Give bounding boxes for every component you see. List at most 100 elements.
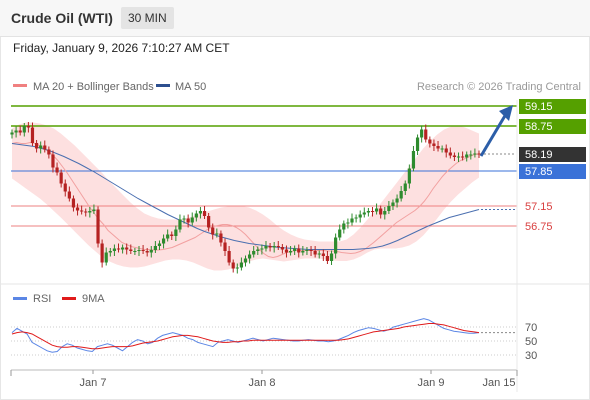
candle-body — [338, 229, 342, 238]
candle-body — [301, 251, 305, 253]
candle-body — [18, 130, 22, 133]
time-axis: Jan 7 Jan 8 Jan 9 Jan 15 — [10, 100, 518, 392]
level-label-57.85: 57.85 — [525, 166, 553, 178]
candle-body — [379, 208, 383, 215]
candle-body — [436, 146, 440, 149]
candle-body — [354, 217, 358, 219]
candle-body — [51, 154, 55, 168]
candle-body — [67, 191, 71, 199]
ma50-line — [11, 143, 480, 250]
candle-body — [411, 151, 416, 169]
level-label-58.75: 58.75 — [525, 121, 553, 133]
rsi-plot-area: 70 50 30 — [11, 318, 537, 362]
candle-body — [125, 247, 129, 250]
candle-body — [30, 127, 35, 143]
rsi-line — [11, 318, 480, 353]
candle-body — [461, 156, 465, 158]
candle-body — [166, 234, 170, 239]
candle-body — [198, 211, 203, 214]
candle-body — [243, 258, 248, 263]
rsi-legend-label: RSI — [33, 293, 51, 305]
chart-header: Crude Oil (WTI) 30 MIN — [0, 0, 590, 37]
candle-body — [403, 183, 407, 191]
time-tick-label: Jan 15 — [482, 377, 515, 389]
candle-body — [469, 154, 473, 156]
candle-body — [141, 250, 145, 251]
rsi-legend-swatch — [13, 297, 27, 300]
candle-body — [55, 167, 59, 173]
candle-body — [161, 238, 166, 244]
candle-body — [88, 211, 92, 213]
candle-body — [227, 251, 231, 263]
candle-body — [235, 267, 239, 269]
candle-body — [186, 218, 190, 223]
level-badge-59.15 — [519, 99, 586, 114]
candle-body — [342, 223, 346, 230]
candle-body — [284, 249, 289, 253]
candle-body — [84, 211, 88, 213]
research-credit: Research © 2026 Trading Central — [417, 81, 581, 93]
candle-body — [59, 172, 63, 184]
candle-body — [374, 208, 379, 212]
candle-body — [153, 246, 157, 250]
candle-body — [387, 206, 391, 211]
candle-body — [415, 137, 420, 151]
level-badge-58.19 — [519, 147, 586, 162]
candle-body — [350, 218, 354, 223]
level-label-58.19: 58.19 — [525, 149, 553, 161]
bollinger-legend-swatch — [13, 84, 27, 87]
ma50-legend-label: MA 50 — [175, 81, 206, 93]
candle-body — [104, 252, 108, 263]
level-label-59.15: 59.15 — [525, 101, 553, 113]
candle-body — [272, 246, 276, 248]
candle-body — [133, 251, 137, 252]
candle-body — [256, 249, 260, 251]
bollinger-band-area — [12, 122, 479, 271]
candle-body — [190, 217, 194, 223]
candle-body — [407, 168, 411, 184]
level-badge-58.75 — [519, 119, 586, 134]
candle-body — [116, 248, 121, 250]
level-label-57.15: 57.15 — [525, 201, 553, 213]
candle-body — [432, 143, 436, 146]
candle-body — [424, 129, 428, 140]
candle-body — [22, 126, 26, 133]
candle-body — [334, 237, 338, 254]
candle-body — [288, 251, 293, 253]
candle-body — [321, 253, 325, 256]
candle-body — [473, 153, 477, 155]
candle-body — [252, 251, 256, 255]
candle-body — [108, 251, 112, 253]
candle-body — [329, 253, 334, 261]
candle-body — [96, 209, 100, 244]
candle-body — [121, 247, 125, 250]
candle-body — [358, 214, 362, 218]
rsi-tick-70: 70 — [525, 322, 537, 334]
instrument-title: Crude Oil (WTI) — [11, 10, 113, 26]
candle-body — [194, 213, 198, 218]
candle-body — [456, 156, 461, 158]
candle-body — [247, 254, 252, 259]
candle-body — [47, 149, 51, 155]
candle-body — [137, 250, 141, 251]
candle-body — [477, 153, 481, 155]
candle-body — [313, 251, 317, 255]
candle-body — [43, 145, 47, 150]
candle-body — [325, 256, 330, 261]
candle-body — [145, 251, 149, 253]
candle-body — [395, 198, 399, 203]
candle-body — [239, 262, 244, 268]
candle-body — [10, 132, 14, 135]
candle-body — [129, 249, 133, 251]
candle-body — [112, 248, 117, 251]
candle-body — [428, 139, 432, 144]
candle-body — [149, 250, 153, 253]
candle-body — [223, 242, 227, 251]
price-plot-area: 59.15 58.75 58.19 57.85 57.15 56.75 — [10, 99, 586, 274]
candle-body — [211, 227, 215, 235]
candle-body — [362, 212, 366, 215]
candle-body — [26, 126, 30, 128]
timeframe-badge[interactable]: 30 MIN — [121, 7, 174, 29]
candle-body — [170, 234, 174, 236]
candle-body — [34, 143, 39, 149]
